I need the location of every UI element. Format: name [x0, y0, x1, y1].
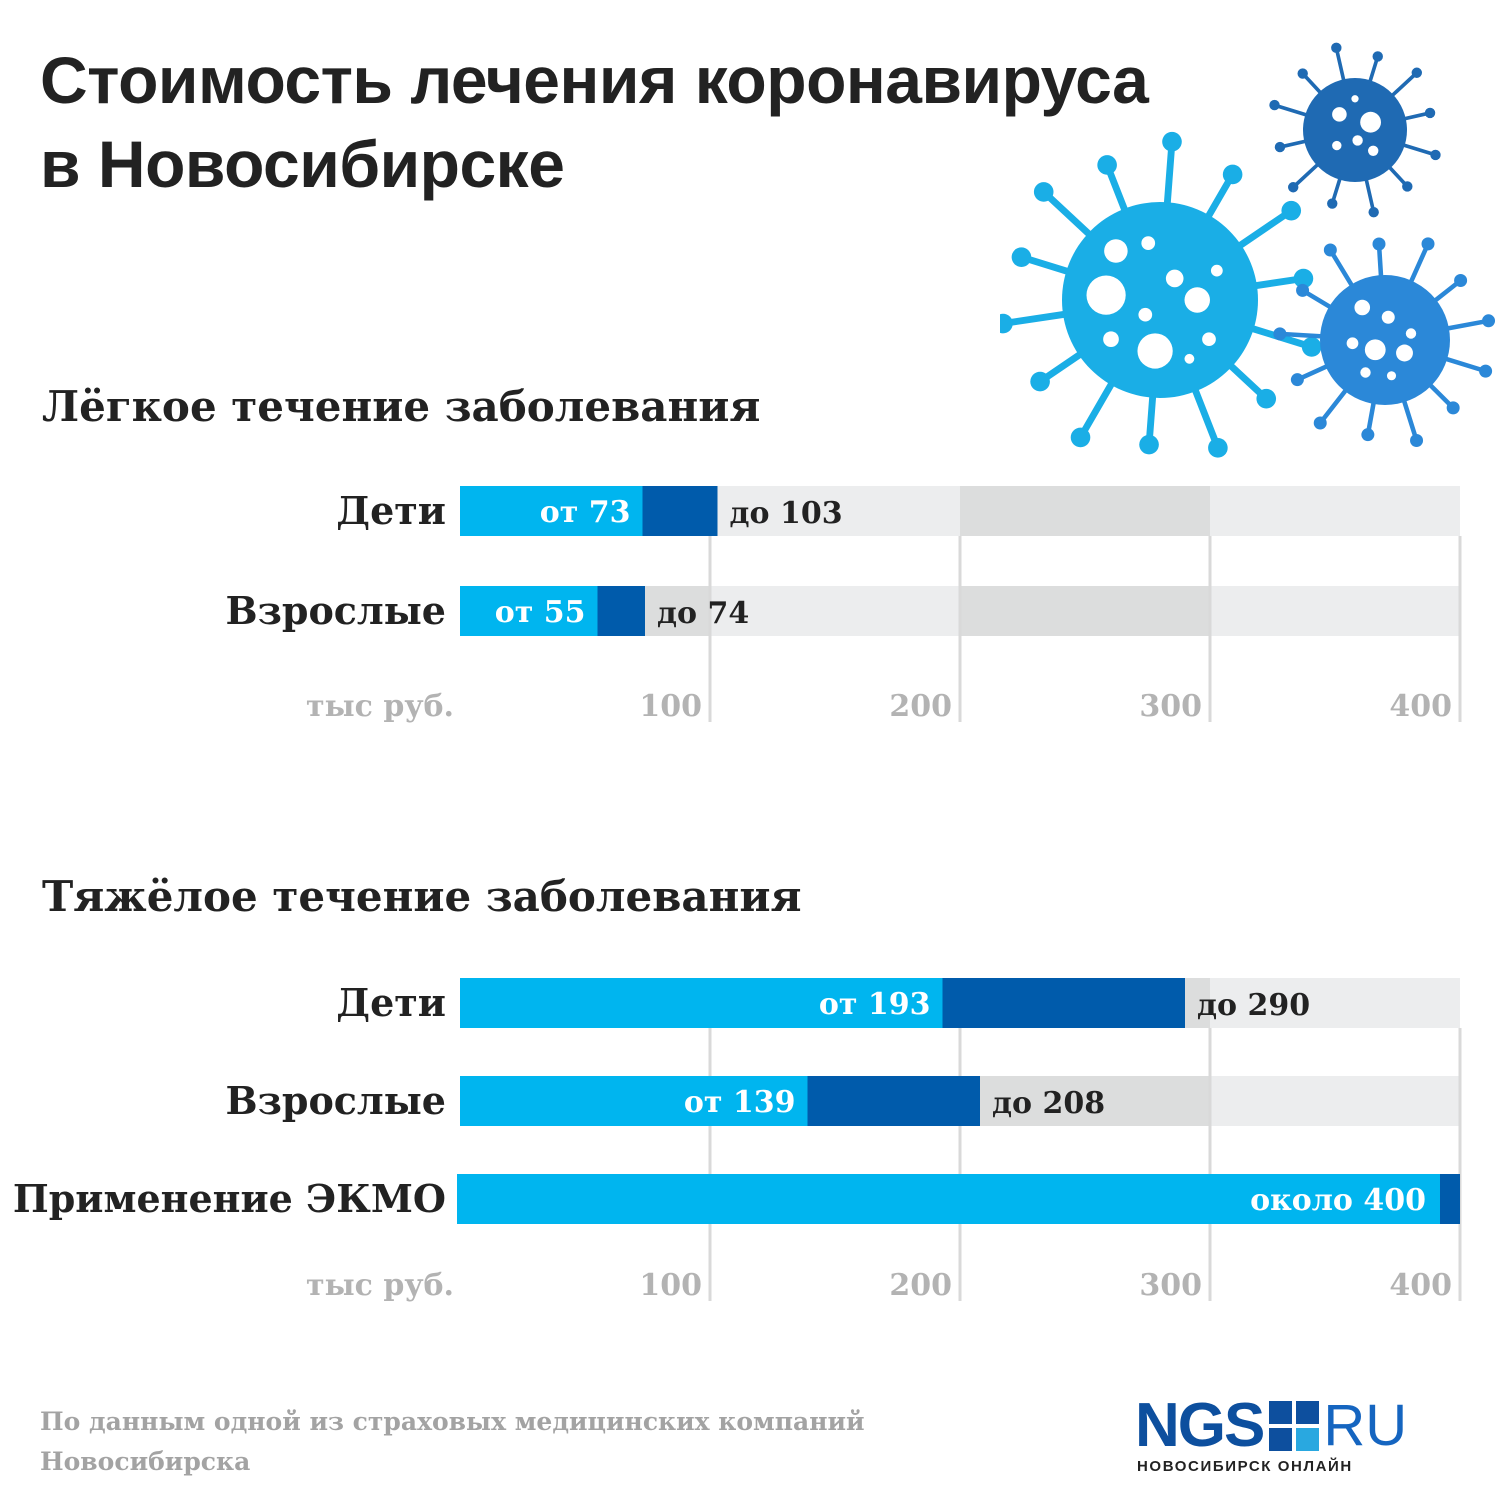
tick-label: 200: [889, 1268, 952, 1303]
bar-from: [460, 586, 598, 636]
bar-to-label: до 103: [730, 496, 843, 531]
chart-mild-course: Дети от 73 до 103 Взрослые от 55 до 74 тыс руб…: [226, 486, 1462, 724]
axis-unit-label: тыс руб.: [306, 1268, 454, 1303]
category-label: Дети: [336, 980, 446, 1025]
bar-from: [460, 978, 943, 1028]
bar-from: [460, 486, 643, 536]
track-segment: [960, 486, 1210, 536]
tick-label: 300: [1139, 1268, 1202, 1303]
bar-to: [642, 486, 718, 536]
chart-severe-course: Дети от 193 до 290 Взрослые от 139 до 208 Прим…: [13, 978, 1462, 1303]
bar-from-label: от 55: [495, 595, 586, 630]
source-line-1: По данным одной из страховых медицинских…: [40, 1407, 865, 1436]
track-segment: [1210, 486, 1460, 536]
tick-label: 400: [1389, 1268, 1452, 1303]
track-segment: [960, 586, 1210, 636]
bar-from-label: около 400: [1250, 1183, 1426, 1218]
bar-to-label: до 208: [992, 1086, 1105, 1121]
track-segment: [1210, 978, 1460, 1028]
title-line-2: в Новосибирске: [40, 127, 565, 201]
track-segment: [710, 586, 960, 636]
coronavirus-icon: [1000, 131, 1322, 458]
coronavirus-icon-group: [1000, 42, 1496, 458]
coronavirus-icon: [1269, 42, 1441, 218]
bar-from-label: от 139: [684, 1085, 796, 1120]
source-line-2: Новосибирска: [40, 1447, 251, 1476]
bar-to: [1440, 1174, 1460, 1224]
page-title: Стоимость лечения коронавируса в Новосиб…: [40, 38, 1149, 206]
logo-tagline: НОВОСИБИРСК ОНЛАЙН: [1137, 1458, 1353, 1475]
bar-to: [807, 1076, 980, 1126]
coronavirus-icon: [1273, 237, 1496, 447]
logo-ngs-text: NGS: [1135, 1391, 1265, 1460]
tick-label: 100: [639, 1268, 702, 1303]
chart-1-title: Лёгкое течение заболевания: [42, 382, 761, 431]
track-segment: [960, 1076, 1210, 1126]
tick-label: 400: [1389, 689, 1452, 724]
title-line-1: Стоимость лечения коронавируса: [40, 43, 1149, 117]
chart-2-title: Тяжёлое течение заболевания: [42, 872, 802, 921]
logo-ru-text: RU: [1323, 1393, 1408, 1458]
bar-to: [942, 978, 1185, 1028]
category-label: Взрослые: [226, 588, 447, 633]
bar-from-label: от 73: [540, 495, 631, 530]
category-label: Дети: [336, 488, 446, 533]
logo-square-icon: [1269, 1401, 1320, 1451]
bar-to-label: до 290: [1197, 988, 1310, 1023]
bar-to-label: до 74: [657, 596, 749, 631]
category-label: Применение ЭКМО: [13, 1176, 446, 1221]
tick-label: 100: [639, 689, 702, 724]
tick-label: 300: [1139, 689, 1202, 724]
source-note: По данным одной из страховых медицинских…: [40, 1402, 940, 1482]
bar-from: [457, 1174, 1440, 1224]
category-label: Взрослые: [226, 1078, 447, 1123]
bar-from: [460, 1076, 808, 1126]
bar-from-label: от 193: [819, 987, 931, 1022]
bar-to: [597, 586, 645, 636]
track-segment: [1210, 586, 1460, 636]
tick-label: 200: [889, 689, 952, 724]
ngs-logo[interactable]: NGS RU НОВОСИБИРСК ОНЛАЙН: [1135, 1391, 1465, 1478]
logo-wordmark: NGS RU: [1135, 1391, 1408, 1460]
track-segment: [1210, 1076, 1460, 1126]
track-segment: [710, 486, 960, 536]
axis-unit-label: тыс руб.: [306, 689, 454, 724]
